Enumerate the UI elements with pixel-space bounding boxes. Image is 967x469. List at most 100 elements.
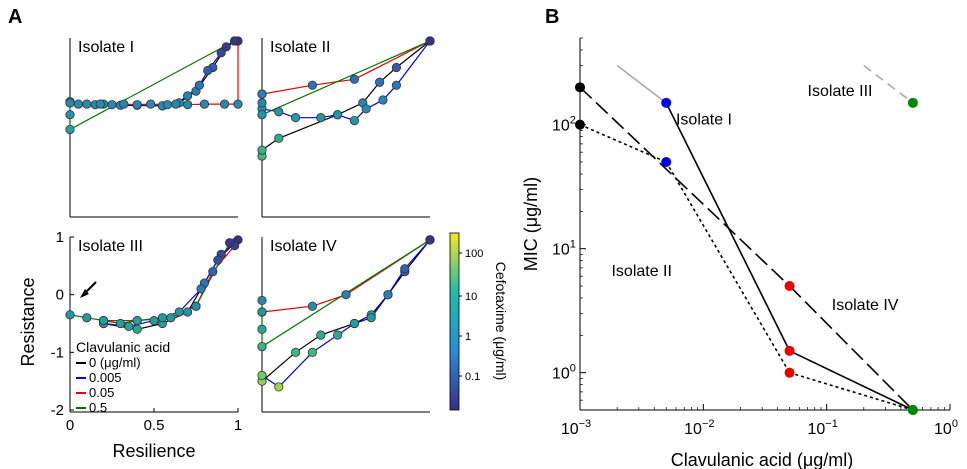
data-point	[257, 295, 267, 306]
series-label: Isolate IV	[832, 297, 899, 314]
data-point	[425, 36, 435, 46]
data-point	[784, 281, 795, 291]
data-point	[65, 124, 75, 135]
data-point	[221, 42, 231, 52]
data-point	[332, 110, 343, 120]
data-point	[119, 99, 129, 109]
data-point	[661, 97, 672, 108]
data-point	[307, 347, 317, 357]
subplot-title: Isolate I	[78, 39, 134, 56]
data-point	[907, 97, 918, 108]
data-point	[149, 316, 159, 326]
series-segment	[863, 64, 914, 104]
data-point	[575, 119, 585, 130]
series-line	[261, 239, 431, 313]
y-tick-label: 0	[56, 287, 64, 304]
data-point	[290, 347, 301, 357]
data-point	[257, 370, 267, 380]
data-point	[132, 100, 142, 110]
data-point	[257, 324, 267, 334]
data-point	[257, 110, 267, 120]
legend-title: Clavulanic acid	[76, 339, 170, 355]
data-point	[349, 74, 359, 84]
series-label: Isolate III	[808, 83, 873, 100]
data-point	[199, 99, 209, 109]
colorbar-tick-label: 0.1	[465, 371, 480, 383]
data-point	[82, 99, 92, 109]
data-point	[183, 100, 193, 110]
data-point	[194, 80, 204, 90]
data-point	[183, 91, 193, 101]
x-tick-label: 10−2	[684, 418, 714, 438]
data-point	[208, 266, 218, 277]
data-point	[316, 330, 326, 340]
y-tick-label: 100	[552, 363, 576, 383]
x-axis-label: Resilience	[112, 441, 195, 461]
subplot-title: Isolate II	[270, 39, 330, 56]
data-point	[307, 301, 317, 311]
data-point	[361, 104, 371, 114]
data-point	[290, 113, 301, 123]
data-point	[257, 145, 267, 155]
data-point	[115, 318, 126, 329]
legend-entry: 0.005	[89, 370, 122, 385]
y-axis-label: Resistance	[18, 277, 38, 366]
data-point	[257, 98, 267, 108]
series-label: Isolate II	[611, 263, 671, 280]
annotation-arrow-head	[80, 289, 89, 298]
panel-label-a: A	[8, 6, 23, 28]
data-point	[196, 284, 206, 294]
x-tick-label: 0	[66, 417, 74, 434]
x-tick-label: 10−3	[561, 418, 591, 438]
data-point	[95, 99, 105, 109]
data-point	[82, 313, 92, 323]
data-point	[274, 107, 284, 117]
data-point	[332, 330, 343, 340]
data-point	[107, 100, 117, 110]
data-point	[65, 310, 75, 320]
colorbar-tick-label: 1	[465, 331, 471, 343]
x-tick-label: 10−1	[807, 418, 837, 438]
data-point	[374, 77, 385, 87]
data-point	[124, 321, 134, 331]
series-segment	[579, 86, 791, 287]
legend-entry: 0.05	[89, 385, 114, 400]
data-point	[174, 307, 184, 317]
y-axis-label: MIC (μg/ml)	[521, 177, 541, 271]
y-tick-label: -2	[51, 402, 64, 419]
series-segment	[616, 64, 667, 104]
data-point	[341, 290, 351, 300]
data-point	[216, 48, 226, 58]
data-point	[366, 313, 376, 323]
series-segment	[789, 350, 914, 411]
series-line	[261, 40, 431, 95]
data-point	[316, 113, 326, 123]
data-point	[425, 235, 435, 245]
y-tick-label: 1	[56, 229, 64, 246]
data-point	[233, 99, 243, 109]
data-point	[225, 238, 235, 248]
data-point	[191, 301, 201, 311]
data-point	[230, 36, 240, 46]
data-point	[219, 99, 230, 109]
data-point	[661, 157, 672, 167]
data-point	[257, 341, 267, 352]
x-tick-label: 100	[934, 418, 958, 438]
series-line	[261, 40, 431, 122]
data-point	[307, 80, 317, 90]
series-segment	[665, 161, 791, 374]
series-line	[261, 239, 431, 382]
data-point	[166, 313, 176, 323]
data-point	[65, 110, 75, 120]
data-point	[391, 80, 401, 90]
y-tick-label: -1	[51, 344, 64, 361]
legend-entry: 0 (μg/ml)	[89, 355, 141, 370]
x-axis-label: Clavulanic acid (μg/ml)	[671, 450, 853, 469]
panel-label-b: B	[545, 6, 560, 28]
data-point	[575, 82, 585, 93]
colorbar-label: Cefotaxime (μg/ml)	[493, 262, 509, 381]
y-tick-label: 102	[552, 115, 576, 135]
data-point	[378, 95, 388, 105]
colorbar-tick-label: 100	[465, 248, 483, 260]
